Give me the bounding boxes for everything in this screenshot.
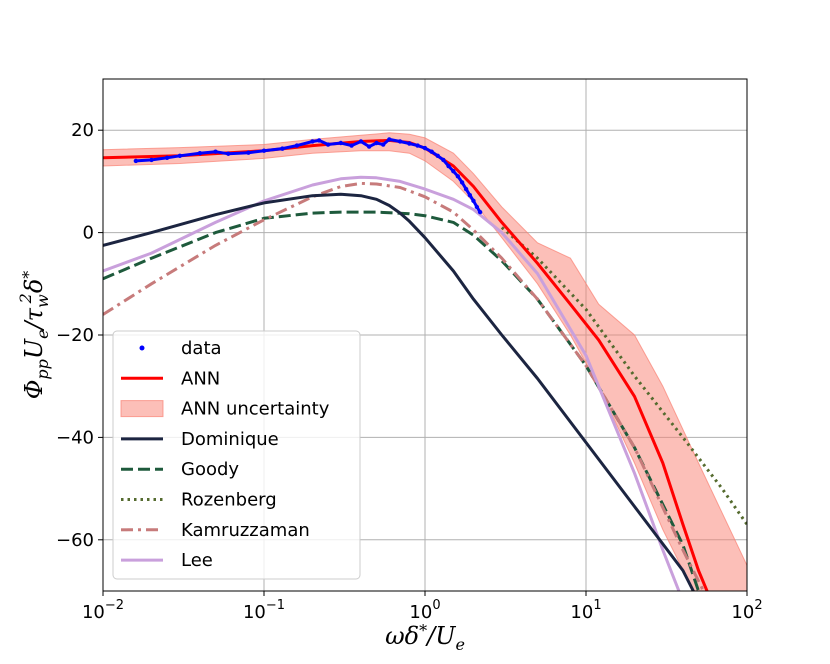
data-point [261,148,267,153]
data-point [422,145,428,151]
data-point [316,138,322,143]
series-ann-uncertainty [103,132,747,591]
x-axis-label: ωδ*/Ue [385,621,465,654]
y-tick-label: −20 [56,325,94,346]
y-axis-label: ΦppUe/τw2δ* [16,271,52,400]
x-tick-label: 102 [731,598,762,623]
data-point [397,139,403,144]
series-kamruzzaman [103,181,706,591]
legend-label-kamruzzaman: Kamruzzaman [181,520,310,541]
legend-label-lee: Lee [181,550,213,571]
data-point [467,193,473,198]
ticks: 10−2 10−1 100 101 102 20 0 −20 −40 −60 [56,120,763,623]
legend-label-rozenberg: Rozenberg [181,490,277,511]
x-tick-label: 10−2 [82,598,124,623]
data-point [177,153,183,158]
data-point [197,151,203,156]
legend-label-goody: Goody [181,459,239,480]
data-point [374,140,379,146]
data-point [338,140,344,146]
data-point [446,163,451,169]
data-point [441,157,446,163]
legend-label-data: data [181,338,222,359]
data-point [477,209,483,215]
y-tick-label: 0 [83,223,94,244]
series-goody [103,210,700,591]
data-point [387,137,392,142]
legend: data ANN ANN uncertainty Dominique Goody Roze… [112,330,361,580]
legend-label-dominique: Dominique [181,429,279,450]
series-dominique [103,192,695,591]
data-point [459,180,465,185]
data-point [429,149,434,154]
data-point [213,149,218,154]
x-tick-label: 10−1 [243,598,285,623]
data-point [358,139,364,144]
data-point [451,168,456,174]
data-point [471,198,476,204]
series-rozenberg [500,226,747,526]
legend-label-ann-uncertainty: ANN uncertainty [181,399,330,420]
data-point [164,155,170,161]
data-point [294,143,300,148]
data-point [310,139,315,144]
y-tick-label: −40 [56,427,94,448]
data-point [246,150,251,155]
legend-marker-ann-uncertainty [120,400,164,418]
data-point [349,143,354,148]
legend-frame [112,330,361,580]
data-point [474,204,480,210]
legend-label-ann: ANN [181,368,220,389]
legend-marker-data [139,345,145,351]
data-point [380,142,386,147]
data-point [455,174,461,179]
data-point [366,144,372,149]
data-point [407,141,412,146]
data-point [226,151,231,156]
series-layer [103,132,747,591]
data-point [280,146,285,151]
data-point [325,142,331,147]
data-point [435,153,440,158]
data-point [133,158,139,164]
data-point [463,186,469,192]
y-tick-label: 20 [71,120,94,141]
x-tick-label: 101 [570,598,601,623]
x-tick-label: 100 [409,598,440,623]
series-ann [103,138,709,591]
y-tick-label: −60 [56,530,94,551]
data-point [415,143,420,148]
data-point [149,157,154,163]
